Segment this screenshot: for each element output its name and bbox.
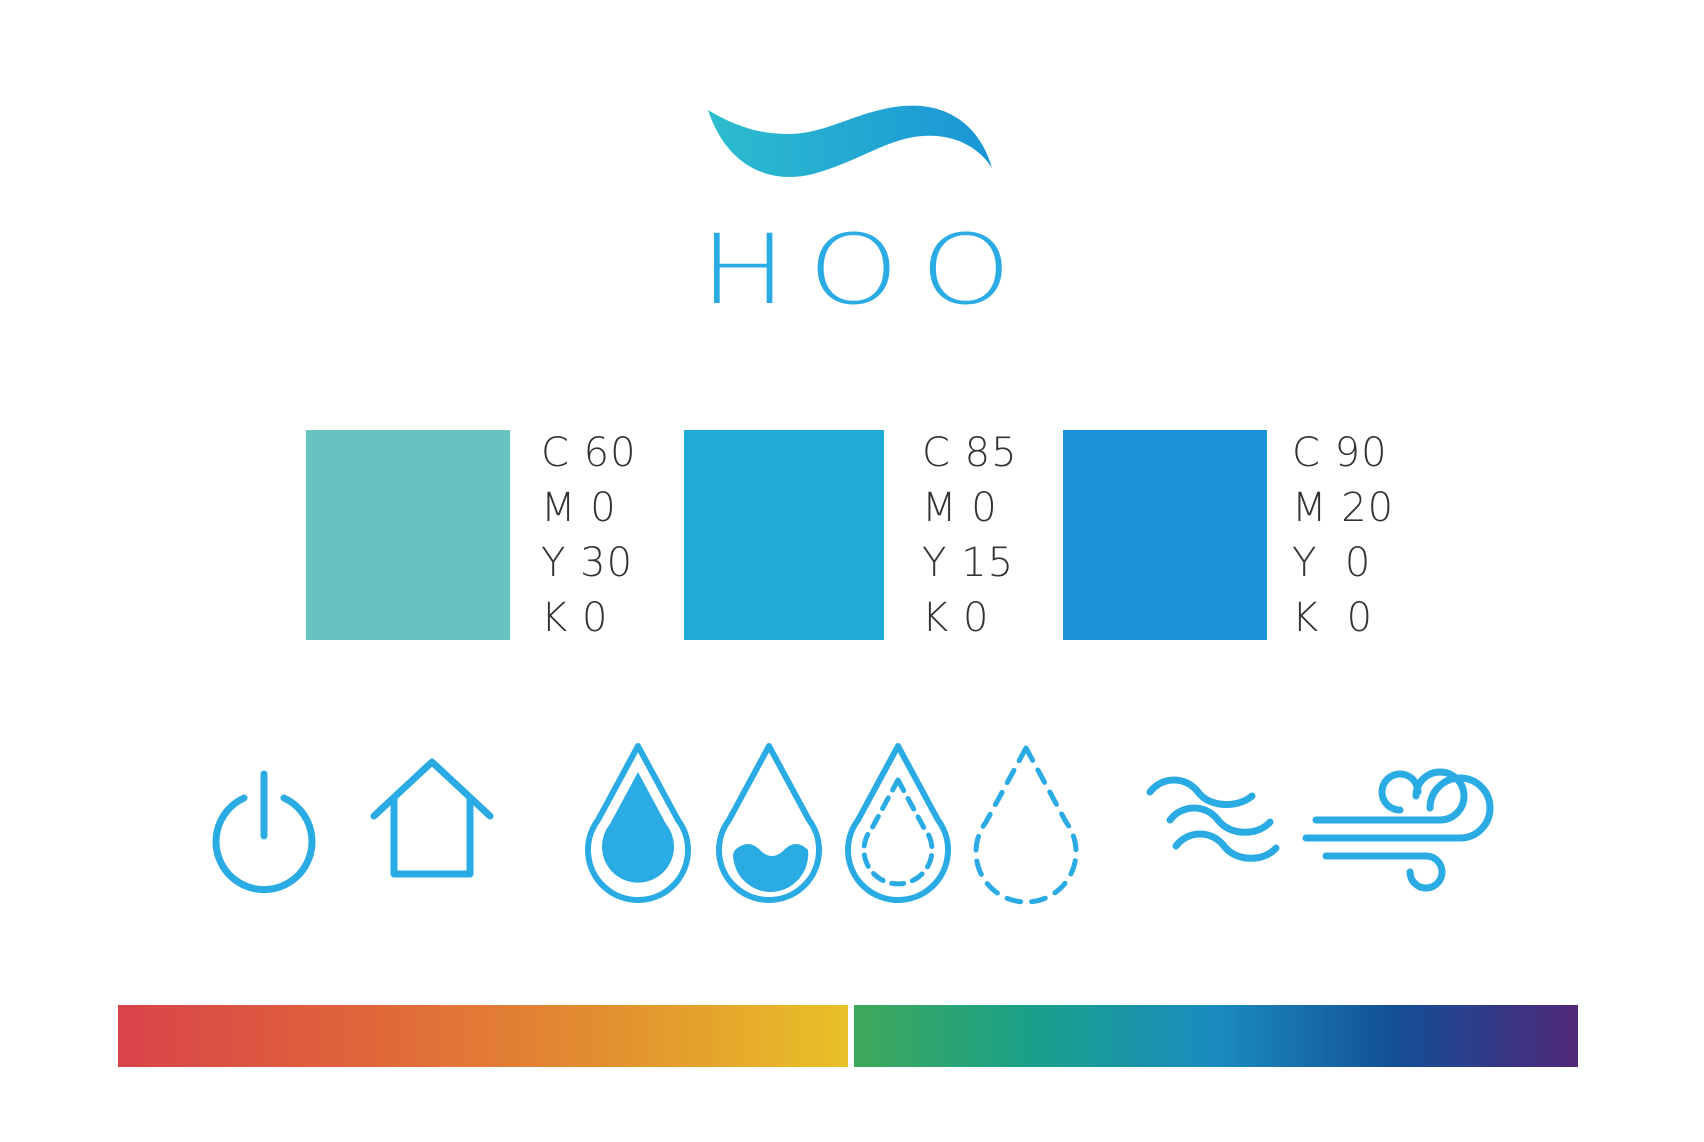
icon-row xyxy=(212,743,1494,905)
brand-name: HOO xyxy=(700,214,1033,326)
color-swatch-cyan xyxy=(684,430,884,640)
cmyk-m: M 20 xyxy=(1292,485,1395,531)
cmyk-values-teal: C 60 M 0 Y 30 K 0 xyxy=(541,426,637,646)
cmyk-y: Y 30 xyxy=(541,540,634,586)
cmyk-m: M 0 xyxy=(541,485,617,531)
water-drop-low-icon xyxy=(845,743,951,903)
cmyk-y: Y 15 xyxy=(922,540,1015,586)
wind-icon xyxy=(1302,768,1494,892)
cmyk-y: Y 0 xyxy=(1292,540,1372,586)
cmyk-c: C 85 xyxy=(922,430,1018,476)
waves-icon xyxy=(1146,776,1280,862)
water-drop-empty-icon xyxy=(973,745,1079,905)
home-icon xyxy=(370,758,494,878)
spectrum-bar-cool xyxy=(854,1005,1578,1067)
color-swatch-blue xyxy=(1063,430,1267,640)
cmyk-k: K 0 xyxy=(1292,595,1374,641)
cmyk-k: K 0 xyxy=(922,595,990,641)
cmyk-m: M 0 xyxy=(922,485,998,531)
wave-icon xyxy=(708,105,992,177)
cmyk-c: C 60 xyxy=(541,430,637,476)
water-drop-half-icon xyxy=(716,743,822,903)
cmyk-values-blue: C 90 M 20 Y 0 K 0 xyxy=(1292,426,1394,646)
spectrum-bar-warm xyxy=(118,1005,848,1067)
power-icon xyxy=(212,770,316,894)
cmyk-values-cyan: C 85 M 0 Y 15 K 0 xyxy=(922,426,1018,646)
cmyk-k: K 0 xyxy=(541,595,609,641)
water-drop-full-icon xyxy=(585,743,691,903)
color-swatch-teal xyxy=(306,430,510,640)
cmyk-c: C 90 xyxy=(1292,430,1388,476)
